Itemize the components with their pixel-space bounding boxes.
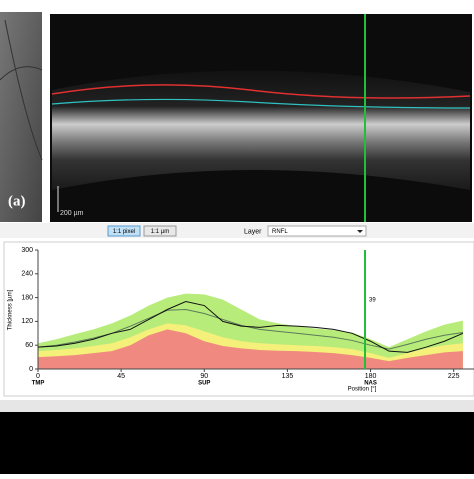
y-axis-label: Thickness [µm] <box>8 289 14 330</box>
fundus-image <box>0 12 42 222</box>
marker-label: 39 <box>369 298 376 304</box>
x-tick-label: 135 <box>282 373 294 380</box>
vessels <box>0 19 43 161</box>
y-tick-label: 0 <box>29 366 33 373</box>
rnfl-line <box>51 98 471 109</box>
layer-dropdown[interactable] <box>267 225 367 237</box>
region-label: TMP <box>32 381 45 387</box>
x-tick-label: 90 <box>200 373 208 380</box>
zoom-pixel-button[interactable] <box>107 225 141 237</box>
y-tick-label: 60 <box>25 342 33 349</box>
layer-label: Layer <box>244 228 262 235</box>
y-tick-label: 240 <box>21 271 33 278</box>
dropdown-arrow <box>357 230 363 233</box>
scale-bar-label: 200 µm <box>60 210 84 217</box>
thickness-line <box>37 301 464 353</box>
region-label: NAS <box>364 381 377 387</box>
bottom-border <box>0 412 474 474</box>
y-tick-label: 180 <box>21 294 33 301</box>
x-tick-label: 0 <box>36 373 40 380</box>
status-bar <box>0 400 474 412</box>
x-tick-label: 180 <box>365 373 377 380</box>
x-tick-label: 225 <box>448 373 460 380</box>
zoom-pixel-label: 1:1 pixel <box>113 229 135 235</box>
toolbar <box>0 223 474 238</box>
normative-band <box>38 329 463 369</box>
x-tick-label: 45 <box>117 373 125 380</box>
region-label: SUP <box>198 381 210 387</box>
plot: 0 60 120 180 240 300 0 45 90 135 180 225 TMP SUP NAS 39 <box>21 247 474 387</box>
layer-value: RNFL <box>272 229 288 235</box>
zoom-um-label: 1:1 µm <box>151 229 169 235</box>
x-axis-label: Position [°] <box>348 387 377 393</box>
panel-label: (a) <box>8 193 26 209</box>
y-tick-label: 120 <box>21 318 33 325</box>
ilm-line <box>51 84 471 99</box>
y-tick-label: 300 <box>21 247 33 254</box>
zoom-um-button[interactable] <box>143 225 177 237</box>
